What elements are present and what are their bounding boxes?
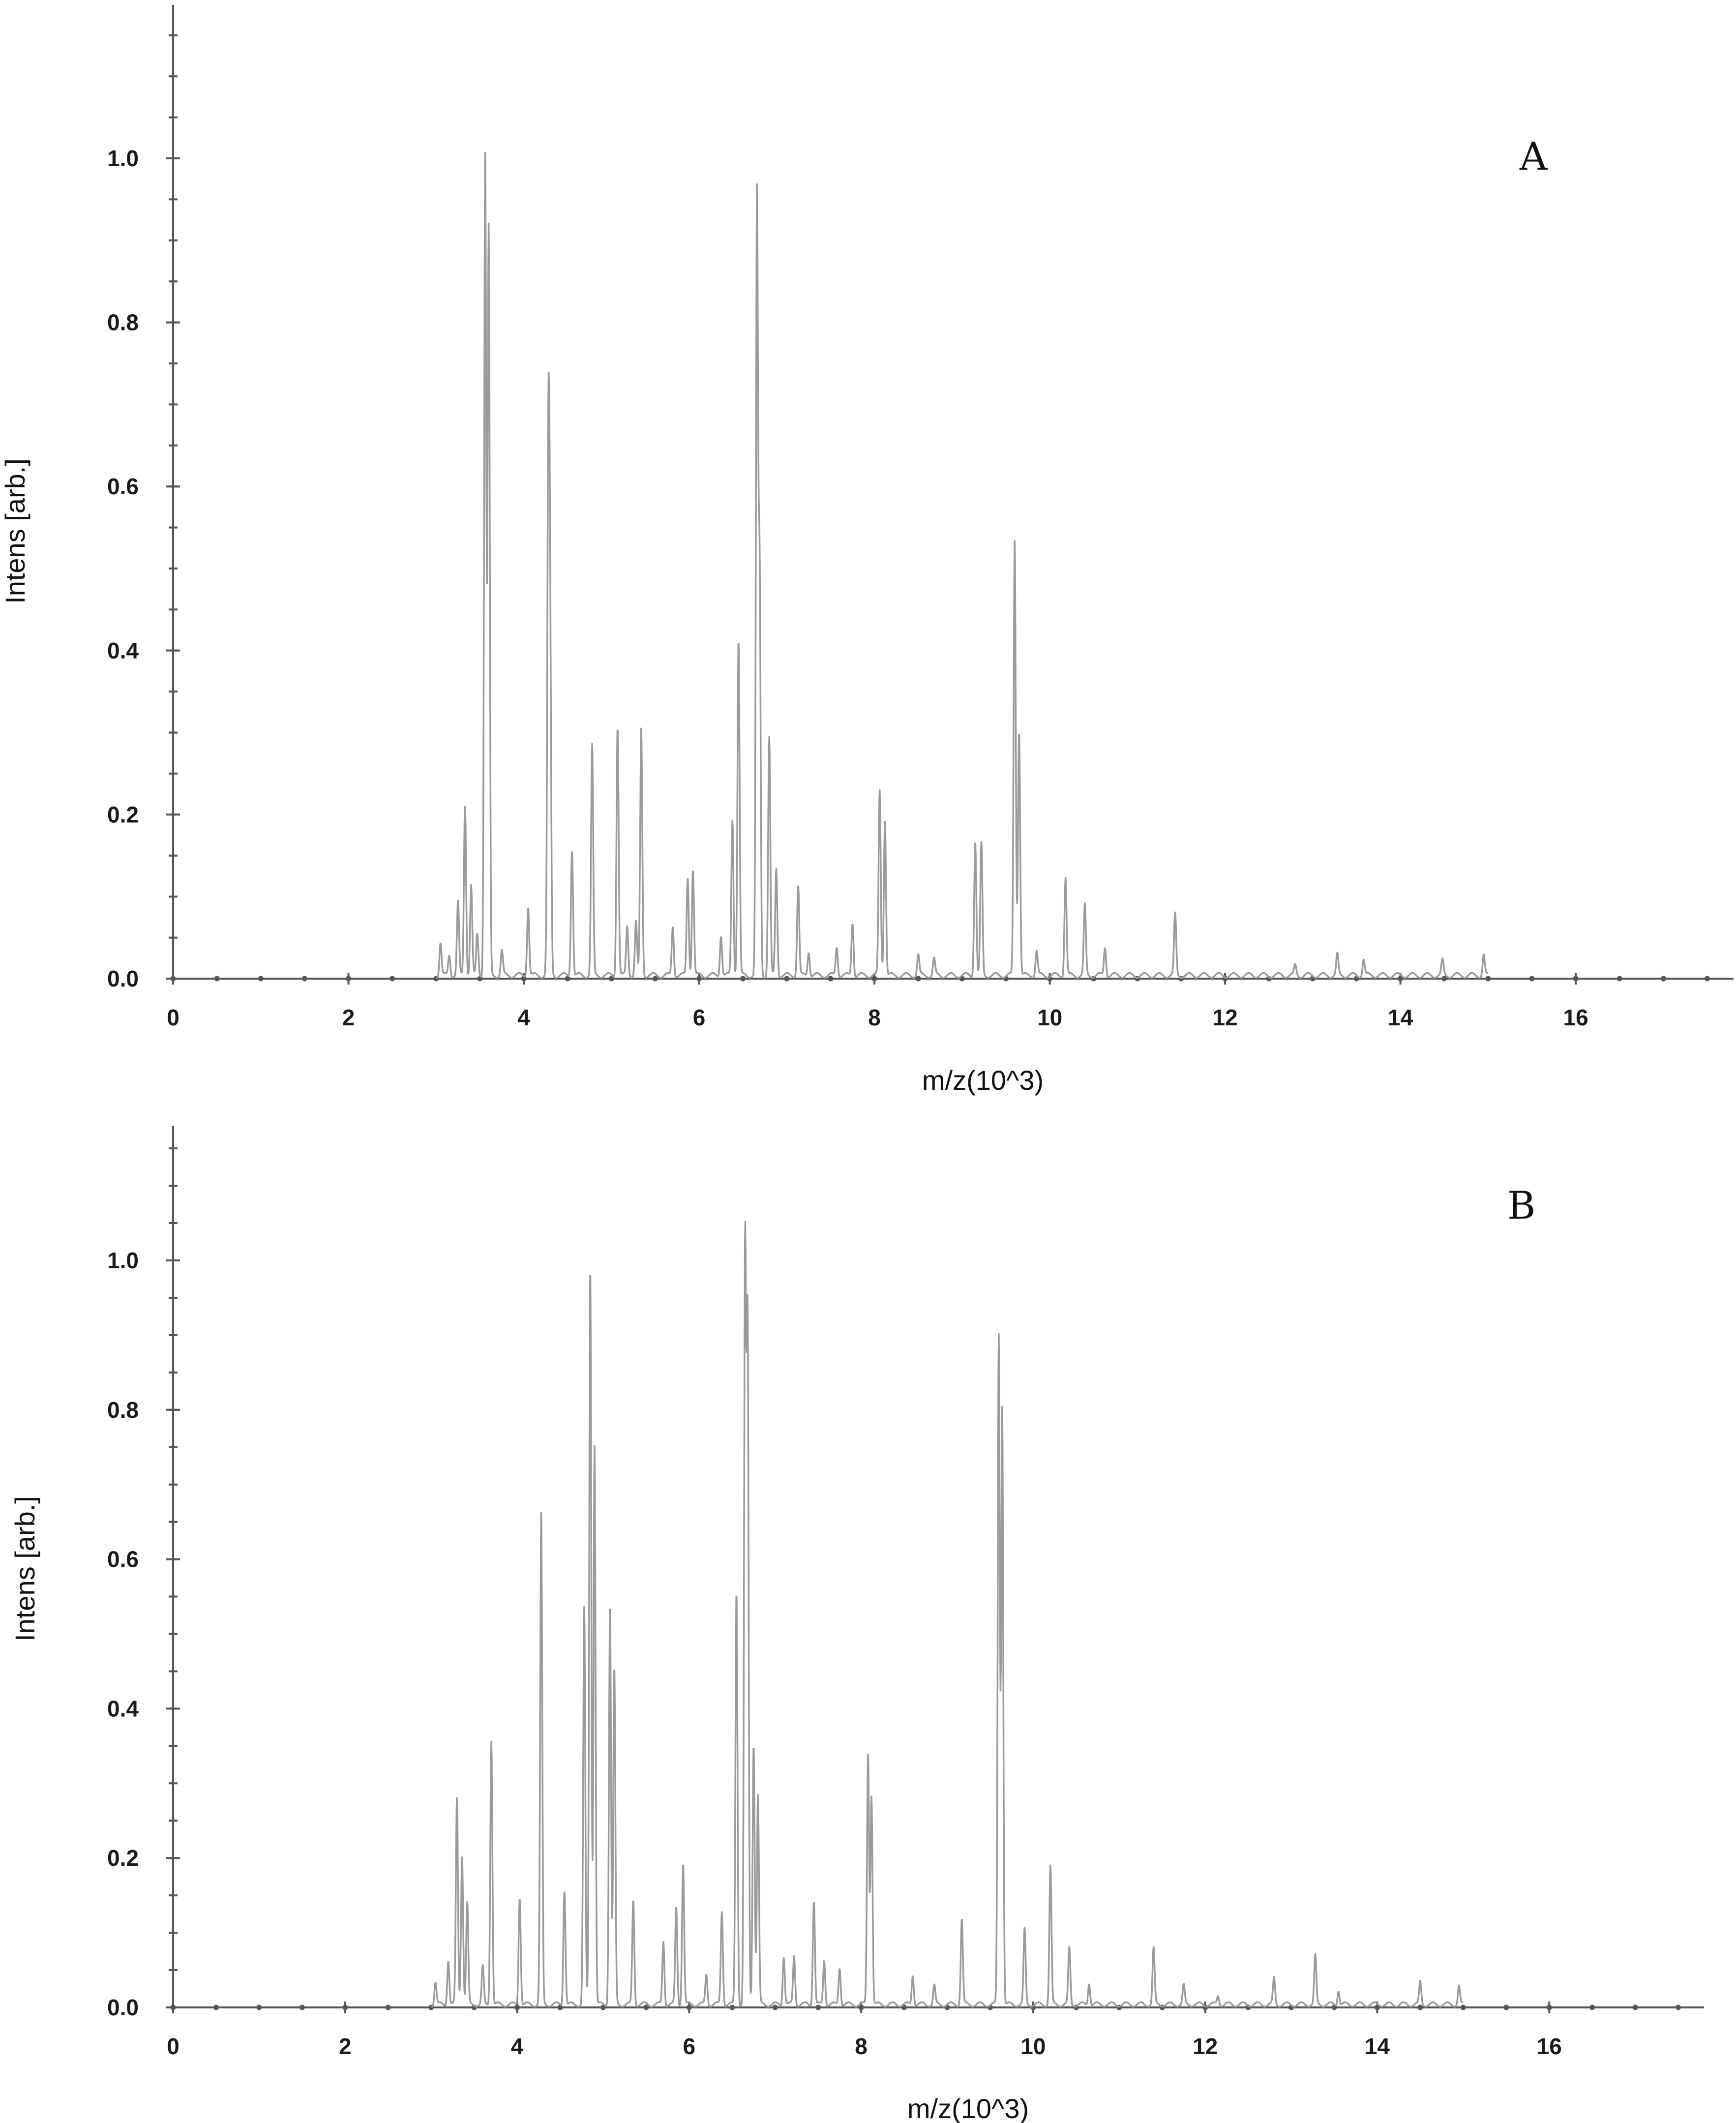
x-tick-label: 0 xyxy=(167,1005,180,1030)
y-tick-label: 0.2 xyxy=(107,1845,139,1871)
x-minor-tick xyxy=(385,2004,391,2010)
x-tick-label: 14 xyxy=(1388,1005,1413,1030)
panel-letter: A xyxy=(1519,135,1548,179)
x-tick-label: 2 xyxy=(342,1005,355,1030)
x-minor-tick xyxy=(772,2004,778,2010)
x-minor-tick xyxy=(557,2004,563,2010)
x-minor-tick xyxy=(1660,976,1666,982)
x-minor-tick xyxy=(1417,2004,1423,2010)
x-minor-tick xyxy=(652,976,658,982)
x-minor-tick xyxy=(1616,976,1622,982)
x-minor-tick xyxy=(1441,976,1447,982)
panel-letter: B xyxy=(1507,1184,1535,1228)
x-minor-tick xyxy=(828,976,834,982)
x-tick-label: 8 xyxy=(855,2033,868,2059)
x-tick-label: 10 xyxy=(1020,2033,1046,2059)
x-minor-tick xyxy=(915,976,921,982)
x-minor-tick xyxy=(213,2004,219,2010)
x-tick-label: 14 xyxy=(1365,2033,1390,2059)
x-tick-label: 6 xyxy=(693,1005,706,1030)
y-tick-label: 0.0 xyxy=(107,1995,139,2020)
chart-panel-a: 0.0 0.2 0.4 0.6 0.8 1.0 0 2 4 6 8 10 12 14 16 m/z(10^3)… xyxy=(0,5,1734,1096)
x-minor-tick xyxy=(258,976,264,982)
x-tick-label: 16 xyxy=(1563,1005,1588,1030)
y-tick-label: 0.6 xyxy=(107,474,139,499)
x-tick-label: 4 xyxy=(517,1005,530,1030)
y-tick-label: 0.6 xyxy=(107,1547,139,1572)
x-minor-tick xyxy=(1460,2004,1466,2010)
x-minor-tick xyxy=(214,976,220,982)
y-tick-label: 1.0 xyxy=(107,146,139,171)
y-axis-title: Intens [arb.] xyxy=(9,1496,40,1642)
x-minor-tick xyxy=(1529,976,1535,982)
y-tick-label: 0.4 xyxy=(107,1696,139,1721)
x-minor-tick xyxy=(1676,2004,1681,2010)
x-axis-title: m/z(10^3) xyxy=(922,1065,1044,1096)
x-tick-label: 12 xyxy=(1213,1005,1238,1030)
x-tick-label: 0 xyxy=(167,2033,180,2059)
x-minor-tick xyxy=(1705,976,1710,982)
x-tick-label: 16 xyxy=(1537,2033,1562,2059)
x-minor-tick xyxy=(389,976,395,982)
spectrum-trace xyxy=(430,1221,1464,2008)
x-tick-label: 6 xyxy=(683,2033,696,2059)
x-minor-tick xyxy=(643,2004,649,2010)
x-minor-tick xyxy=(729,2004,735,2010)
y-tick-label: 1.0 xyxy=(107,1248,139,1273)
x-minor-tick xyxy=(1632,2004,1638,2010)
x-minor-tick xyxy=(256,2004,262,2010)
x-minor-tick xyxy=(1589,2004,1595,2010)
x-minor-tick xyxy=(301,976,307,982)
x-tick-label: 10 xyxy=(1037,1005,1062,1030)
y-tick-label: 0.8 xyxy=(107,310,139,335)
x-tick-label: 12 xyxy=(1193,2033,1218,2059)
x-minor-tick xyxy=(299,2004,305,2010)
x-tick-label: 8 xyxy=(868,1005,881,1030)
spectrum-trace xyxy=(435,151,1489,979)
y-tick-label: 0.8 xyxy=(107,1397,139,1423)
chart-panel-b: 0.0 0.2 0.4 0.6 0.8 1.0 0 2 4 6 8 10 12 14 16 m/z(10^3)… xyxy=(9,1126,1704,2123)
y-tick-label: 0.0 xyxy=(107,966,139,991)
x-minor-tick xyxy=(815,2004,821,2010)
x-minor-tick xyxy=(1485,976,1491,982)
x-minor-tick xyxy=(1503,2004,1509,2010)
x-tick-label: 2 xyxy=(339,2033,352,2059)
y-axis-title: Intens [arb.] xyxy=(0,458,30,604)
x-minor-tick xyxy=(565,976,570,982)
y-tick-label: 0.2 xyxy=(107,802,139,827)
x-axis-title: m/z(10^3) xyxy=(907,2093,1029,2123)
x-minor-tick xyxy=(608,976,614,982)
x-tick-label: 4 xyxy=(511,2033,524,2059)
y-tick-label: 0.4 xyxy=(107,638,139,663)
x-minor-tick xyxy=(784,976,790,982)
x-minor-tick xyxy=(740,976,746,982)
